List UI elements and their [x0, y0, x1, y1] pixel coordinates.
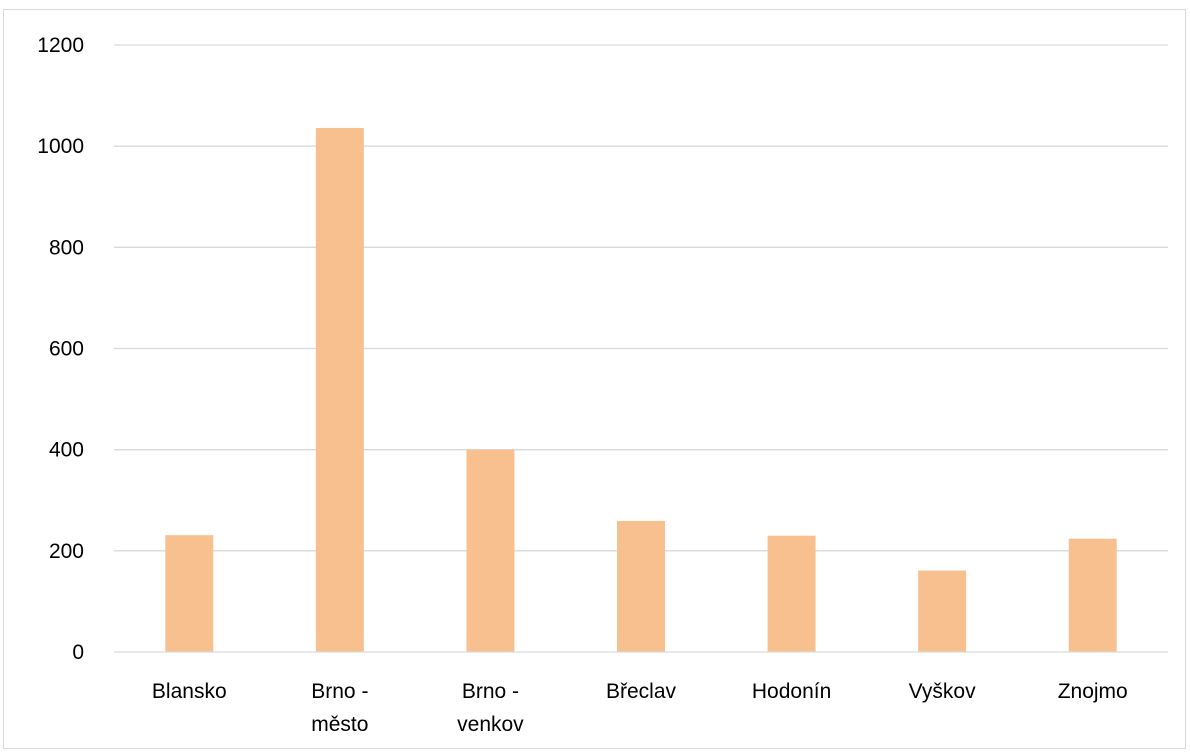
- x-tick-label: Blansko: [152, 680, 227, 703]
- bar: [767, 535, 816, 652]
- bar: [315, 127, 364, 652]
- y-axis-ticks: 0 200 400 600 800 1000 1200: [37, 34, 84, 664]
- gridlines: [114, 44, 1168, 552]
- bars: [165, 127, 1117, 652]
- y-tick-label: 200: [49, 540, 84, 563]
- bar: [165, 535, 214, 652]
- x-tick-label: Břeclav: [606, 680, 677, 703]
- y-tick-label: 400: [49, 439, 84, 462]
- x-tick-label: Vyškov: [909, 680, 976, 703]
- x-axis-labels: Blansko Brno - město Brno - venkov Břeclav Hod…: [152, 680, 1128, 736]
- x-tick-label: Hodonín: [752, 680, 831, 703]
- y-tick-label: 1000: [37, 135, 84, 158]
- bar: [617, 520, 665, 652]
- x-tick-label: venkov: [457, 713, 524, 736]
- y-tick-label: 800: [49, 236, 84, 259]
- bar: [1068, 538, 1117, 652]
- y-tick-label: 1200: [37, 34, 84, 57]
- bar: [466, 449, 515, 652]
- y-tick-label: 600: [49, 338, 84, 361]
- x-tick-label: Brno -: [462, 680, 519, 703]
- x-tick-label: Znojmo: [1058, 680, 1128, 703]
- x-tick-label: město: [311, 713, 368, 736]
- bar: [918, 570, 967, 652]
- x-tick-label: Brno -: [311, 680, 368, 703]
- y-tick-label: 0: [72, 641, 84, 664]
